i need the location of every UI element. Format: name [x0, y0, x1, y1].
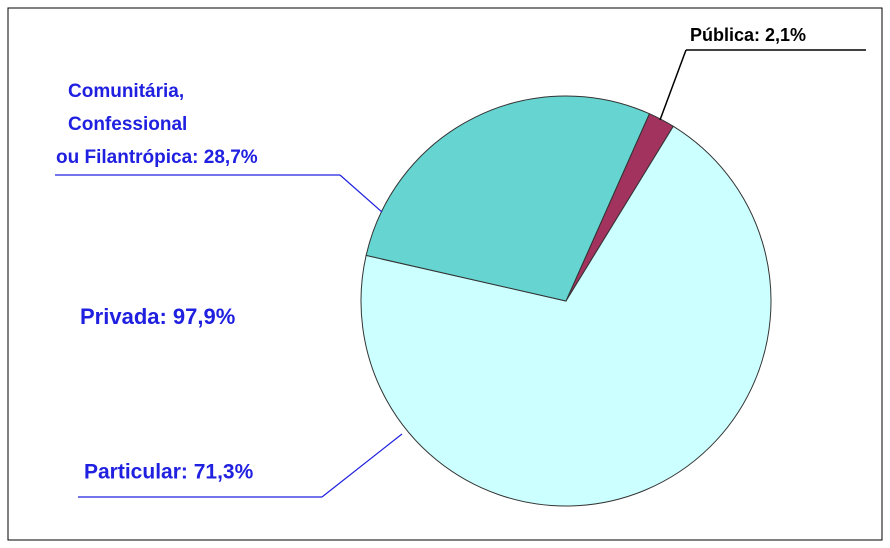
group-label: Privada: 97,9% — [80, 304, 235, 329]
leader — [659, 49, 687, 121]
leader — [321, 433, 403, 498]
slice-label: Pública: 2,1% — [690, 25, 806, 45]
pie-slice — [365, 95, 651, 302]
slice-label: ou Filantrópica: 28,7% — [56, 147, 258, 168]
pie-slice — [360, 125, 772, 507]
labels: Pública: 2,1% Privada: 97,9% Comunitária… — [55, 25, 866, 498]
slice-label: Particular: 71,3% — [84, 461, 254, 484]
slice-label: Confessional — [68, 114, 187, 135]
pie — [360, 95, 772, 507]
leader — [339, 174, 383, 213]
slice-label: Comunitária, — [68, 81, 184, 102]
